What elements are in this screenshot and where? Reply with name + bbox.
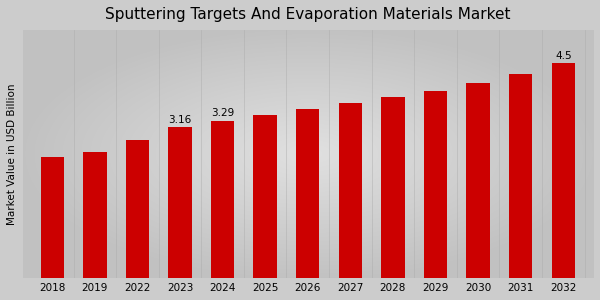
Bar (551, 64, 575, 278)
Bar (381, 97, 404, 278)
Bar (126, 140, 149, 278)
Text: 4.5: 4.5 (555, 51, 572, 61)
Bar (83, 152, 107, 278)
Bar (424, 91, 447, 278)
Title: Sputtering Targets And Evaporation Materials Market: Sputtering Targets And Evaporation Mater… (105, 7, 511, 22)
Y-axis label: Market Value in USD Billion: Market Value in USD Billion (7, 83, 17, 225)
Bar (338, 103, 362, 278)
Text: 3.16: 3.16 (169, 115, 191, 124)
Bar (211, 121, 235, 278)
Bar (169, 128, 192, 278)
Bar (296, 109, 319, 278)
Bar (253, 115, 277, 278)
Bar (41, 157, 64, 278)
Bar (509, 74, 532, 278)
Text: 3.29: 3.29 (211, 108, 234, 118)
Bar (466, 82, 490, 278)
